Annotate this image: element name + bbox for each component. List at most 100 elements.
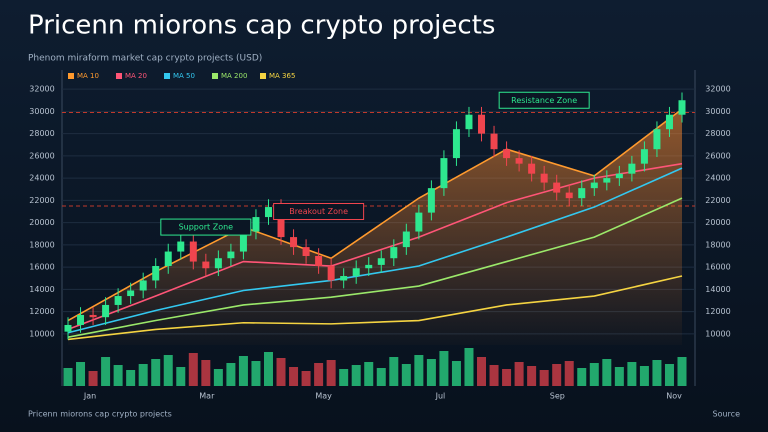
candle-body	[189, 241, 197, 262]
volume-bar	[602, 359, 612, 386]
legend-label: MA 50	[173, 72, 195, 80]
volume-bar	[414, 355, 424, 386]
candle-body	[227, 251, 235, 259]
candle-body	[390, 247, 398, 259]
candle-body	[427, 188, 435, 213]
volume-bar	[552, 364, 562, 386]
volume-bar	[502, 369, 512, 386]
volume-bar	[263, 352, 273, 386]
candle-body	[202, 261, 210, 269]
y-tick-label: 12000	[29, 307, 54, 316]
volume-bar	[477, 357, 487, 386]
candle-body	[102, 304, 110, 318]
candle-body	[503, 149, 511, 159]
y-tick-label-right: 10000	[705, 329, 730, 338]
annotation-box	[498, 91, 590, 109]
y-tick-label: 30000	[29, 107, 54, 116]
ma-line	[67, 167, 683, 334]
x-tick-label: Nov	[666, 392, 682, 401]
candle-body	[590, 182, 598, 189]
y-tick-label: 16000	[29, 263, 54, 272]
candle-body	[277, 207, 285, 238]
candle-body	[665, 114, 673, 130]
volume-bar	[376, 368, 386, 386]
legend-label: MA 200	[221, 72, 247, 80]
annotation-text: Support Zone	[179, 223, 234, 232]
volume-bar	[389, 357, 399, 386]
volume-bar	[226, 363, 236, 386]
chart-title: Pricenn miorons cap crypto projects	[28, 11, 495, 41]
volume-bar	[314, 363, 324, 386]
ma-line	[67, 162, 683, 331]
candle-body	[678, 100, 686, 115]
volume-bar	[627, 362, 637, 386]
candle-body	[490, 133, 498, 150]
volume-bar	[163, 355, 173, 386]
annotation-text: Breakout Zone	[289, 207, 348, 216]
candle-body	[77, 314, 85, 325]
legend-label: MA 20	[125, 72, 147, 80]
y-tick-label-right: 28000	[705, 129, 730, 138]
candle-body	[114, 296, 122, 305]
y-tick-label: 26000	[29, 151, 54, 160]
subtitle: Phenom miraform market cap crypto projec…	[28, 54, 262, 64]
candle-body	[478, 114, 486, 134]
candle-body	[465, 114, 473, 130]
candle-body	[653, 129, 661, 150]
candle-body	[264, 207, 272, 218]
candle-body	[452, 129, 460, 159]
y-tick-label: 24000	[29, 174, 54, 183]
volume-bar	[577, 368, 587, 386]
y-tick-label-right: 22000	[705, 196, 730, 205]
candle-body	[402, 231, 410, 248]
candle-body	[152, 266, 160, 281]
candle-body	[290, 237, 298, 248]
candle-body	[553, 182, 561, 193]
x-tick-label: Mar	[199, 392, 215, 401]
annotation-text: Resistance Zone	[511, 96, 577, 105]
candle-body	[365, 264, 373, 269]
x-tick-label: Jan	[83, 392, 96, 401]
volume-bar	[138, 364, 148, 386]
candle-body	[177, 241, 185, 252]
x-tick-label: Sep	[550, 392, 565, 401]
y-tick-label-right: 16000	[705, 263, 730, 272]
volume-bar	[113, 365, 123, 386]
y-tick-label-right: 14000	[705, 285, 730, 294]
y-tick-label: 22000	[29, 196, 54, 205]
y-tick-label-right: 30000	[705, 107, 730, 116]
y-tick-label-right: 18000	[705, 240, 730, 249]
legend-swatch	[68, 73, 74, 79]
legend-label: MA 10	[77, 72, 99, 80]
candle-body	[164, 251, 172, 267]
ma-line	[67, 275, 683, 341]
volume-bar	[664, 364, 674, 386]
volume-bar	[213, 369, 223, 386]
volume-bar	[589, 363, 599, 386]
footer: Pricenn miorons cap crypto projects	[28, 410, 172, 419]
candle-body	[252, 217, 260, 232]
volume-bar	[539, 370, 549, 386]
candle-body	[440, 158, 448, 189]
volume-bar	[401, 364, 411, 386]
y-tick-label-right: 12000	[705, 307, 730, 316]
volume-bar	[76, 362, 86, 386]
candle-body	[540, 173, 548, 183]
volume-bar	[188, 353, 198, 386]
x-tick-label: Jul	[435, 392, 446, 401]
legend-label: MA 365	[269, 72, 295, 80]
candle-body	[565, 192, 573, 199]
annotation-box	[273, 203, 365, 220]
volume-bar	[426, 359, 436, 386]
y-tick-label-right: 24000	[705, 174, 730, 183]
legend-swatch	[116, 73, 122, 79]
y-tick-label: 18000	[29, 240, 54, 249]
volume-bar	[326, 360, 336, 386]
y-tick-label: 32000	[29, 85, 54, 94]
volume-bar	[251, 361, 261, 386]
volume-bar	[339, 369, 349, 386]
volume-bar	[101, 357, 111, 386]
volume-bar	[464, 348, 474, 386]
volume-bar	[564, 361, 574, 386]
ma-line	[67, 197, 683, 338]
